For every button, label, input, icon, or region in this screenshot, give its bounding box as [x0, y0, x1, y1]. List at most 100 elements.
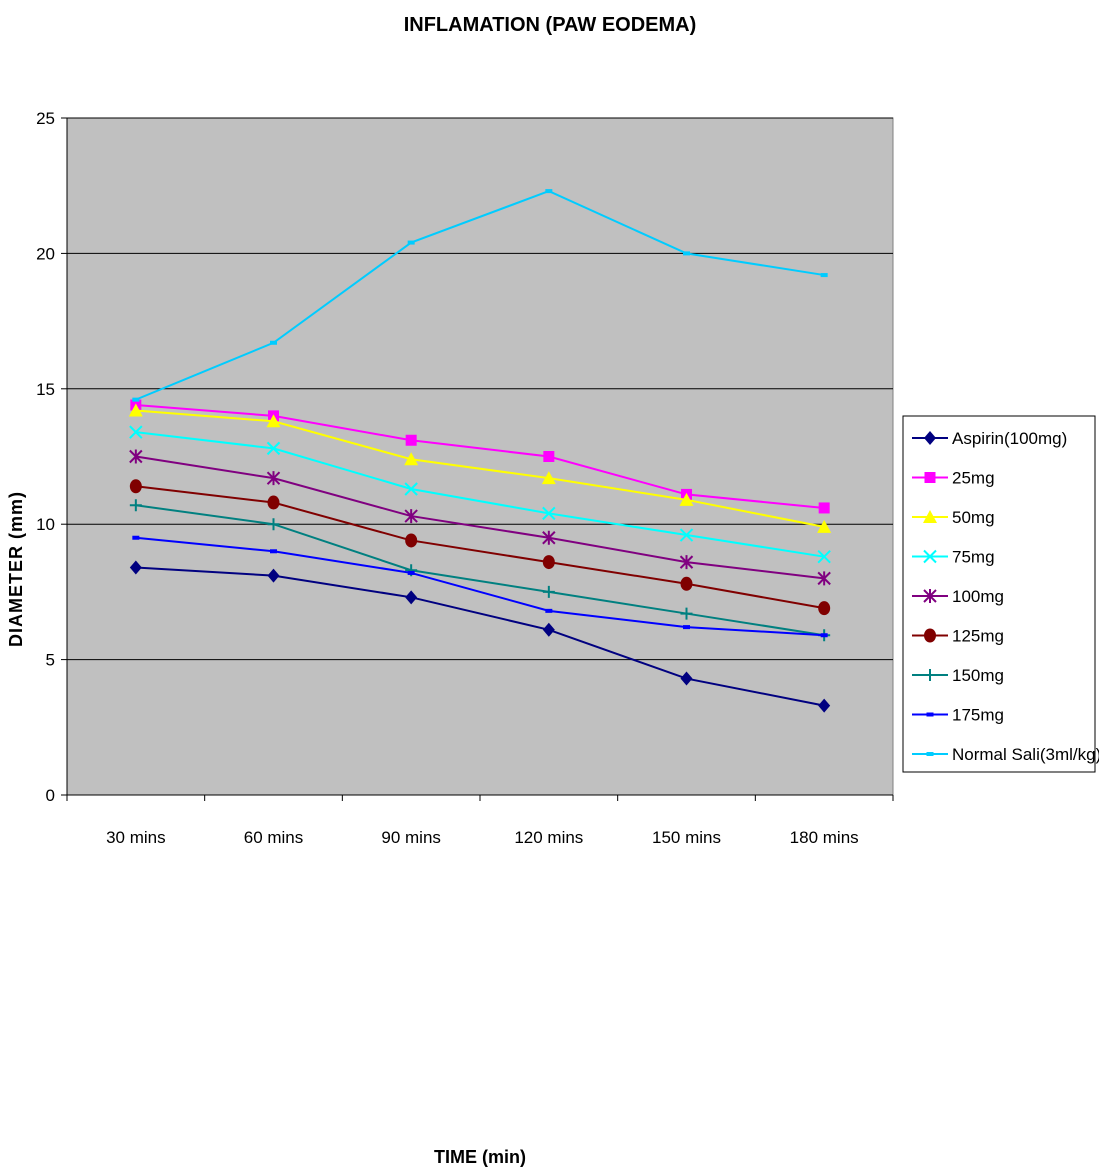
- data-point: [542, 555, 555, 570]
- data-point: [545, 189, 553, 194]
- legend-label: 100mg: [952, 587, 1004, 606]
- data-point: [679, 492, 694, 506]
- legend-marker: [926, 712, 934, 717]
- data-point: [680, 671, 693, 686]
- data-point: [818, 601, 831, 616]
- legend-item: 25mg: [912, 469, 995, 488]
- legend-item: 75mg: [912, 548, 995, 567]
- x-tick-label: 180 mins: [790, 828, 859, 847]
- series-line: [135, 431, 825, 558]
- data-point: [132, 397, 140, 402]
- data-point: [820, 273, 828, 278]
- series-line: [135, 190, 825, 401]
- x-tick-label: 60 mins: [244, 828, 304, 847]
- series-7: [132, 535, 828, 638]
- data-point: [404, 452, 419, 466]
- series-2: [128, 403, 832, 533]
- series-line: [135, 404, 825, 509]
- x-tick-label: 150 mins: [652, 828, 721, 847]
- series-line: [135, 566, 825, 707]
- y-tick-label: 25: [36, 109, 55, 128]
- series-group: [128, 189, 832, 713]
- data-point: [542, 506, 556, 521]
- data-point: [132, 535, 140, 540]
- legend-item: Aspirin(100mg): [912, 429, 1067, 448]
- data-point: [128, 403, 143, 417]
- legend-item: 125mg: [912, 627, 1004, 646]
- data-point: [817, 549, 831, 564]
- data-point: [542, 530, 556, 545]
- y-tick-label: 15: [36, 380, 55, 399]
- x-tick-label: 90 mins: [381, 828, 441, 847]
- legend-marker: [926, 752, 934, 756]
- legend-marker: [923, 549, 937, 564]
- legend-item: Normal Sali(3ml/kg): [912, 745, 1099, 764]
- data-point: [267, 568, 280, 583]
- series-line: [135, 504, 825, 637]
- legend-item: 100mg: [912, 587, 1004, 606]
- x-tick-label: 30 mins: [106, 828, 166, 847]
- series-4: [129, 449, 831, 586]
- y-tick-label: 10: [36, 515, 55, 534]
- y-axis-label: DIAMETER (mm): [6, 491, 26, 647]
- chart-title: INFLAMATION (PAW EODEMA): [404, 14, 697, 36]
- legend-label: 50mg: [952, 508, 995, 527]
- data-point: [679, 555, 694, 570]
- legend-marker: [923, 510, 937, 523]
- data-point: [405, 590, 418, 605]
- x-axis-ticks: 30 mins 60 mins 90 mins 120 mins 150 mins 180…: [66, 795, 894, 847]
- data-point: [683, 625, 690, 630]
- data-point: [680, 607, 693, 620]
- data-point: [405, 434, 417, 446]
- data-point: [404, 509, 418, 524]
- data-point: [541, 471, 556, 485]
- y-axis-ticks: 0 5 10 15 20 25: [36, 109, 67, 805]
- series-0: [129, 560, 831, 713]
- legend-label: Normal Sali(3ml/kg): [952, 745, 1099, 764]
- legend-item: 175mg: [912, 706, 1004, 725]
- y-tick-label: 5: [46, 651, 55, 670]
- data-point: [407, 240, 415, 245]
- legend-item: 50mg: [912, 508, 995, 527]
- data-point: [545, 608, 553, 613]
- data-point: [542, 585, 555, 598]
- data-point: [679, 528, 694, 542]
- data-point: [407, 570, 415, 575]
- data-point: [266, 414, 281, 428]
- data-point: [818, 502, 830, 514]
- legend-marker: [924, 669, 936, 681]
- series-5: [129, 479, 831, 616]
- data-point: [683, 251, 690, 256]
- legend-item: 150mg: [912, 666, 1004, 685]
- legend-marker: [924, 628, 936, 643]
- series-line: [135, 485, 825, 610]
- y-tick-label: 20: [36, 244, 55, 263]
- series-8: [132, 189, 828, 402]
- data-point: [129, 425, 143, 439]
- data-point: [820, 633, 828, 638]
- legend-marker: [924, 431, 936, 445]
- data-point: [270, 340, 277, 345]
- data-point: [680, 576, 693, 591]
- data-point: [270, 549, 277, 554]
- series-3: [129, 425, 831, 564]
- data-point: [266, 441, 281, 456]
- gridlines: [67, 117, 893, 661]
- data-point: [404, 482, 418, 496]
- data-point: [129, 499, 142, 512]
- legend-label: 175mg: [952, 706, 1004, 725]
- legend: Aspirin(100mg) 25mg 50mg 75mg 100mg 125mg 150m…: [902, 415, 1099, 773]
- series-line: [135, 536, 825, 637]
- data-point: [267, 495, 280, 510]
- data-point: [817, 519, 832, 533]
- data-point: [129, 449, 143, 464]
- series-line: [135, 455, 825, 580]
- legend-label: 75mg: [952, 548, 995, 567]
- legend-label: 125mg: [952, 627, 1004, 646]
- plot-area: [66, 117, 894, 796]
- legend-marker: [923, 589, 937, 603]
- series-line: [135, 409, 825, 528]
- data-point: [405, 533, 418, 548]
- legend-label: Aspirin(100mg): [952, 429, 1067, 448]
